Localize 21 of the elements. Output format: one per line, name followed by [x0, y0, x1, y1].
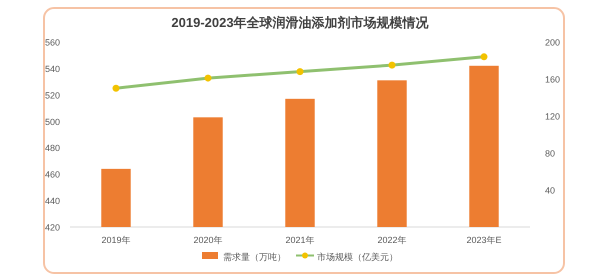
y2-tick-label: 80 — [545, 148, 556, 158]
chart-title: 2019-2023年全球润滑油添加剂市场规模情况 — [171, 15, 430, 30]
y-tick-label: 480 — [44, 143, 60, 154]
y2-tick-label: 40 — [545, 186, 556, 196]
legend-label: 需求量（万吨） — [223, 252, 286, 262]
y2-tick-label: 120 — [545, 112, 560, 122]
x-tick-label: 2021年 — [285, 235, 315, 245]
x-tick-label: 2022年 — [377, 235, 407, 245]
y-tick-label: 540 — [44, 64, 60, 74]
x-tick-label: 2019年 — [101, 235, 131, 245]
legend-label: 市场规模（亿美元） — [317, 252, 398, 262]
y-tick-label: 420 — [44, 222, 60, 232]
y2-tick-label: 200 — [545, 38, 560, 48]
y-tick-label: 440 — [44, 196, 60, 206]
x-tick-label: 2020年 — [193, 235, 223, 245]
y-tick-label: 460 — [44, 170, 60, 180]
y-tick-label: 520 — [44, 90, 60, 100]
y-tick-label: 560 — [44, 38, 60, 48]
y-tick-label: 500 — [44, 116, 60, 127]
x-tick-label: 2023年E — [466, 235, 502, 245]
y2-tick-label: 160 — [545, 74, 560, 84]
